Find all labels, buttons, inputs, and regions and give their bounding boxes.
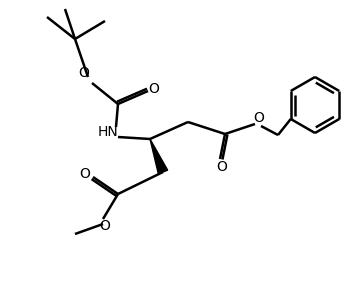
Text: HN: HN	[98, 125, 118, 139]
Text: O: O	[253, 111, 264, 125]
Text: O: O	[149, 82, 159, 96]
Text: O: O	[79, 66, 90, 80]
Text: O: O	[217, 160, 227, 174]
Text: O: O	[99, 219, 110, 233]
Polygon shape	[150, 139, 168, 174]
Text: O: O	[80, 167, 90, 181]
